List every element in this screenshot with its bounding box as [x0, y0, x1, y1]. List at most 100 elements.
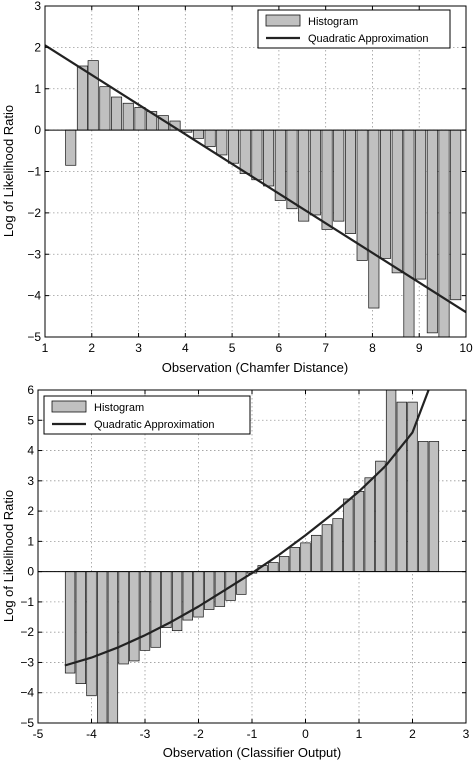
- bottom-x-tick-label: 2: [409, 727, 416, 741]
- bottom-histogram-bar: [86, 571, 97, 697]
- top-quadratic-curve: [44, 44, 467, 314]
- top-histogram-bar: [309, 129, 321, 216]
- top-ticks: 1 2 3 4 5 6 7 8 9 10 −5 −4 −3 −2 −1 0 1 2 3: [27, 0, 473, 355]
- bottom-y-tick-label: 0: [27, 565, 34, 579]
- bottom-histogram-bar: [289, 547, 300, 572]
- top-histogram-bars: [45, 60, 466, 338]
- bottom-x-tick-label: -2: [193, 727, 204, 741]
- top-histogram-bar: [450, 129, 462, 301]
- top-histogram-bar: [321, 129, 333, 230]
- top-y-tick-label: −3: [27, 247, 41, 261]
- bottom-histogram-bar: [64, 571, 76, 674]
- bottom-histogram-bar: [428, 441, 440, 572]
- top-histogram-bar: [356, 129, 368, 261]
- top-y-axis-label: Log of Likelihood Ratio: [1, 105, 16, 237]
- top-legend: Histogram Quadratic Approximation: [257, 9, 451, 49]
- bottom-y-tick-label: −1: [20, 595, 34, 609]
- top-x-tick-label: 9: [416, 341, 423, 355]
- top-histogram-bar: [76, 65, 88, 131]
- bottom-histogram-bar: [214, 571, 226, 607]
- top-histogram-bar: [344, 129, 356, 234]
- top-x-tick-label: 1: [42, 341, 49, 355]
- bottom-histogram-bar: [161, 571, 172, 628]
- bottom-histogram-bar: [353, 491, 365, 572]
- bottom-histogram-bar: [268, 562, 279, 572]
- bottom-x-tick-label: 1: [356, 727, 363, 741]
- bottom-histogram-bar: [139, 571, 151, 651]
- top-histogram-bar: [122, 102, 134, 131]
- bottom-y-tick-label: −5: [20, 716, 34, 730]
- top-histogram-bar: [263, 129, 275, 187]
- bottom-legend-curve-label: Quadratic Approximation: [94, 419, 214, 431]
- top-x-tick-label: 8: [369, 341, 376, 355]
- bottom-y-tick-label: 4: [27, 444, 34, 458]
- bottom-x-tick-label: -3: [140, 727, 151, 741]
- top-histogram-bar: [426, 129, 438, 334]
- top-y-tick-label: −2: [27, 206, 41, 220]
- bottom-histogram-bar: [150, 571, 161, 648]
- top-histogram-bar: [438, 129, 450, 338]
- bottom-x-tick-label: 3: [463, 727, 470, 741]
- top-x-tick-label: 10: [459, 341, 473, 355]
- bottom-y-tick-label: 3: [27, 474, 34, 488]
- top-x-tick-label: 2: [88, 341, 95, 355]
- bottom-histogram-bar: [385, 389, 397, 572]
- bottom-histogram-bar: [171, 571, 183, 632]
- bottom-histogram-bar: [396, 401, 407, 572]
- top-y-tick-label: 0: [34, 123, 41, 137]
- bottom-y-tick-label: 6: [27, 383, 34, 397]
- top-histogram-bar: [134, 107, 146, 131]
- bottom-x-tick-label: -1: [247, 727, 258, 741]
- bottom-histogram-bar: [118, 571, 129, 665]
- bottom-y-tick-label: 5: [27, 413, 34, 427]
- bottom-x-tick-label: -4: [86, 727, 97, 741]
- bottom-histogram-bar: [332, 518, 343, 572]
- bottom-y-axis-label: Log of Likelihood Ratio: [1, 490, 16, 622]
- top-histogram-bar: [87, 60, 99, 131]
- top-legend-curve-label: Quadratic Approximation: [308, 33, 428, 45]
- top-y-tick-label: 1: [34, 82, 41, 96]
- top-histogram-bar: [251, 129, 263, 181]
- bottom-histogram-bar: [321, 524, 333, 572]
- bottom-histogram-bar: [97, 571, 108, 724]
- bottom-quadratic-curve: [64, 389, 430, 667]
- bottom-legend-histogram-swatch: [51, 400, 87, 413]
- top-quadratic-line: [44, 44, 467, 314]
- bottom-ticks: -5 -4 -3 -2 -1 0 1 2 3 −5 −4 −3 −2 −1 0 1 2 3 4 5 6: [20, 383, 469, 741]
- bottom-histogram-bar: [193, 571, 204, 618]
- bottom-legend: Histogram Quadratic Approximation: [43, 395, 251, 435]
- top-y-tick-label: −5: [27, 330, 41, 344]
- top-y-tick-label: −4: [27, 289, 41, 303]
- bottom-y-tick-label: 2: [27, 504, 34, 518]
- bottom-histogram-bar: [343, 498, 354, 572]
- top-legend-histogram-label: Histogram: [308, 16, 358, 28]
- top-histogram-bar: [111, 96, 123, 131]
- top-x-axis-label: Observation (Chamfer Distance): [162, 360, 348, 375]
- bottom-y-tick-label: −4: [20, 686, 34, 700]
- bottom-histogram-bar: [407, 401, 418, 572]
- top-y-tick-label: 3: [34, 0, 41, 13]
- bottom-x-tick-label: -5: [33, 727, 44, 741]
- bottom-histogram-bar: [204, 571, 215, 610]
- top-histogram-bar: [391, 129, 403, 274]
- top-histogram-bar: [403, 129, 415, 338]
- top-histogram-bar: [286, 129, 298, 210]
- top-y-tick-label: 2: [34, 40, 41, 54]
- bottom-histogram-bars: [38, 389, 466, 724]
- bottom-y-tick-label: 1: [27, 534, 34, 548]
- bottom-quadratic-line: [64, 389, 430, 667]
- top-x-tick-label: 5: [229, 341, 236, 355]
- bottom-chart: -5 -4 -3 -2 -1 0 1 2 3 −5 −4 −3 −2 −1 0 1 2 3 4 5 6 Histogra…: [1, 383, 470, 760]
- bottom-x-tick-label: 0: [302, 727, 309, 741]
- bottom-histogram-bar: [364, 477, 375, 572]
- top-histogram-bar: [333, 129, 345, 222]
- bottom-y-tick-label: −2: [20, 625, 34, 639]
- top-histogram-bar: [368, 129, 380, 309]
- bottom-histogram-bar: [129, 571, 140, 662]
- top-x-tick-label: 6: [276, 341, 283, 355]
- bottom-y-tick-label: −3: [20, 655, 34, 669]
- bottom-histogram-bar: [278, 556, 290, 572]
- bottom-legend-histogram-label: Histogram: [94, 402, 144, 414]
- top-chart: 1 2 3 4 5 6 7 8 9 10 −5 −4 −3 −2 −1 0 1 2 3 Histogram Quadr…: [1, 0, 473, 375]
